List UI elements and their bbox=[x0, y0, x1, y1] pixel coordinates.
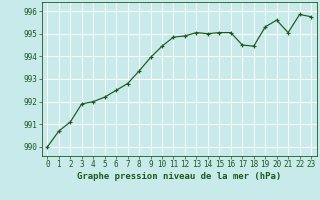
X-axis label: Graphe pression niveau de la mer (hPa): Graphe pression niveau de la mer (hPa) bbox=[77, 172, 281, 181]
